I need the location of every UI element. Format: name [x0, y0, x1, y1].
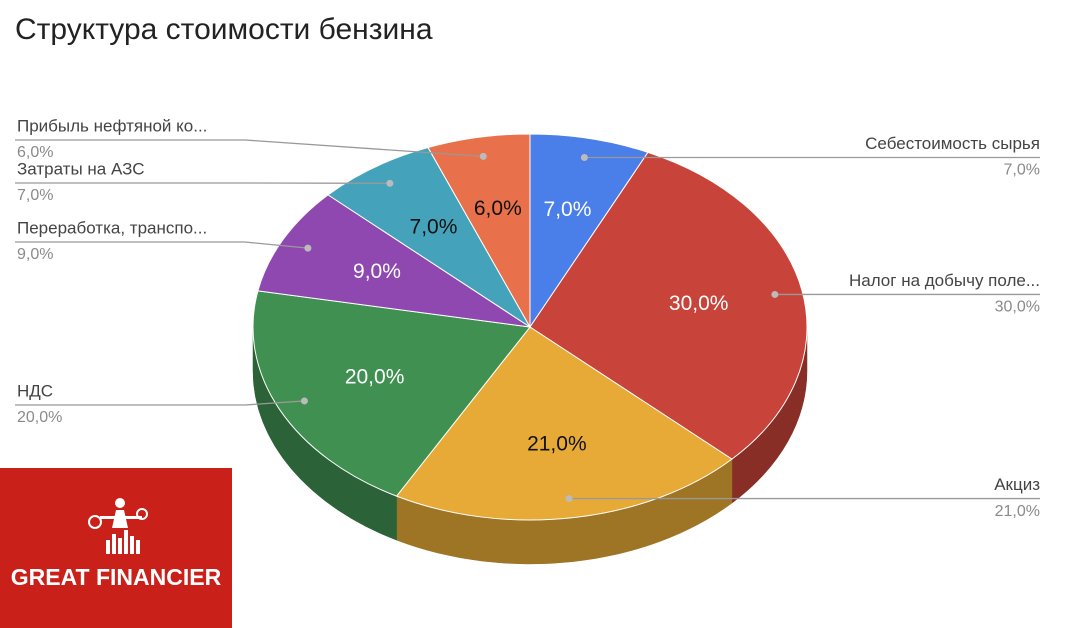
legend-value: 21,0%	[995, 503, 1040, 520]
leader-line	[15, 241, 308, 249]
legend-value: 7,0%	[1004, 162, 1040, 179]
legend-label: Затраты на АЗС	[17, 159, 144, 178]
pie-top	[252, 133, 808, 521]
legend-value: 20,0%	[17, 409, 62, 426]
logo-text: GREAT FINANCIER	[11, 564, 222, 590]
slice-label: 20,0%	[345, 365, 405, 388]
leader-dot	[304, 244, 312, 252]
slice	[427, 133, 531, 329]
leader-dot	[300, 397, 308, 405]
slice-label: 7,0%	[544, 198, 592, 221]
legend-label: Налог на добычу поле...	[849, 271, 1040, 290]
leader-dot	[479, 152, 487, 160]
legend-value: 7,0%	[17, 187, 53, 204]
leader-dot	[386, 179, 394, 187]
slice	[327, 146, 531, 328]
leader-line	[15, 139, 484, 158]
legend-label: НДС	[17, 381, 53, 400]
logo-icon	[88, 498, 148, 554]
slice-label: 9,0%	[353, 260, 401, 283]
logo: GREAT FINANCIER	[0, 468, 232, 628]
slice-label: 7,0%	[410, 216, 458, 239]
legend-value: 9,0%	[17, 246, 53, 263]
slice	[529, 133, 649, 329]
leader-dot	[565, 495, 573, 503]
slice	[529, 151, 808, 460]
leader-dot	[580, 153, 588, 161]
legend-label: Себестоимость сырья	[865, 134, 1040, 153]
legend-label: Переработка, транспо...	[17, 218, 207, 237]
leader-line	[15, 400, 305, 406]
slice-label: 21,0%	[527, 433, 587, 456]
slice-label: 30,0%	[669, 292, 729, 315]
slice	[257, 194, 531, 328]
slice	[252, 290, 531, 497]
legend-value: 30,0%	[995, 299, 1040, 316]
chart-title: Структура стоимости бензина	[15, 13, 433, 46]
slice-label: 6,0%	[474, 197, 522, 220]
legend-label: Акциз	[994, 475, 1040, 494]
slice	[395, 326, 733, 521]
legend-label: Прибыль нефтяной ко...	[17, 116, 207, 135]
leader-dot	[771, 290, 779, 298]
legend-value: 6,0%	[17, 144, 53, 161]
